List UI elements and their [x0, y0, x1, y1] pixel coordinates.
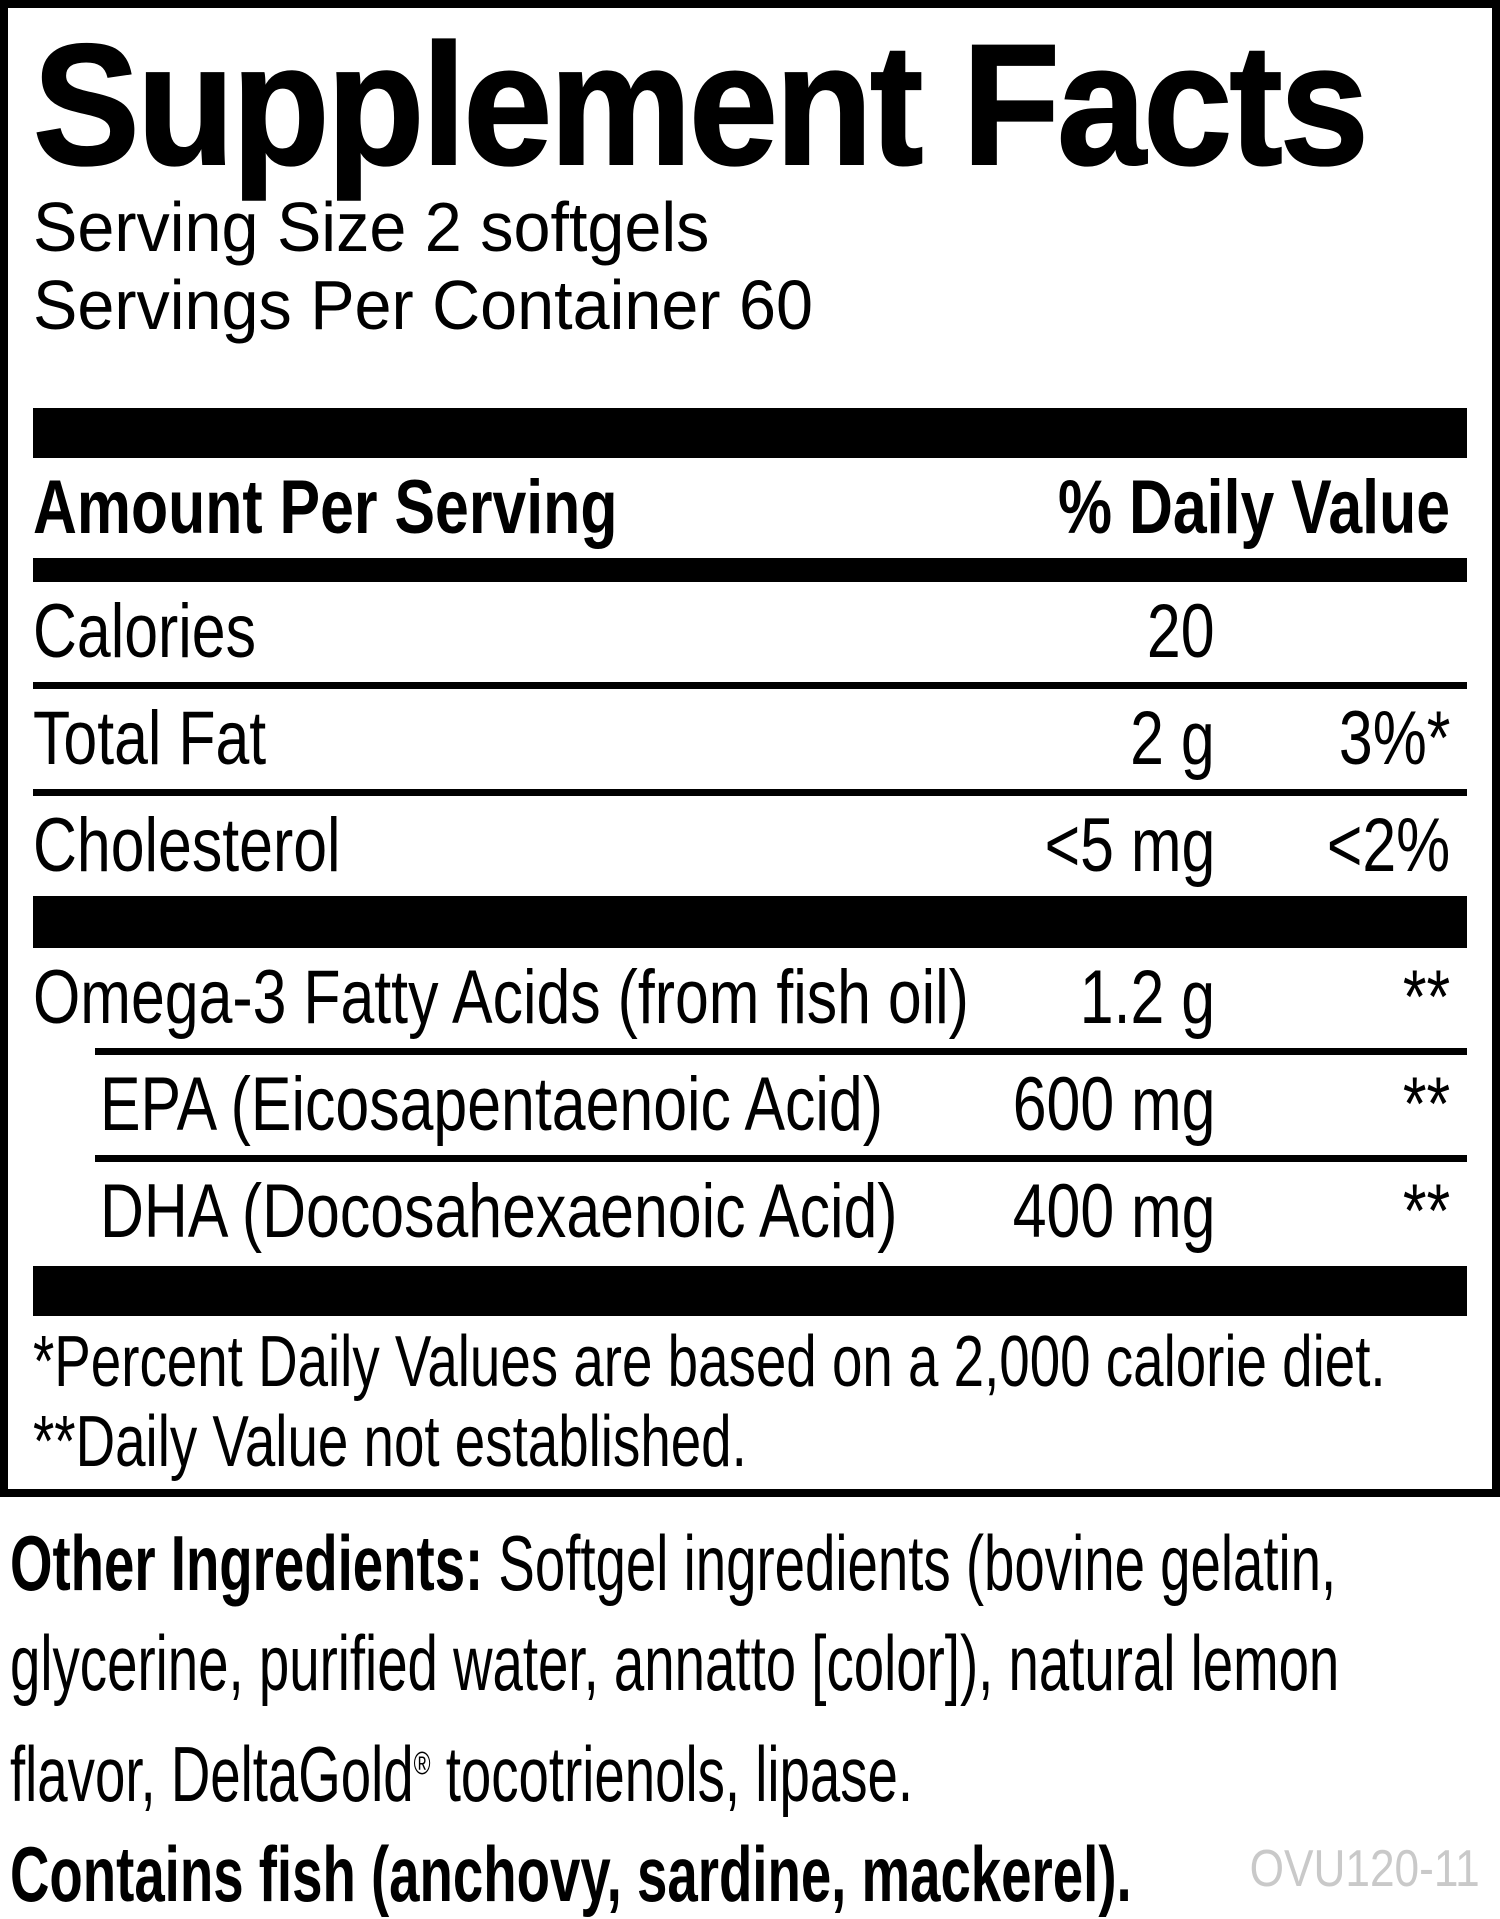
nutrient-daily-value: ** — [1402, 1062, 1450, 1147]
registered-trademark-symbol: ® — [413, 1744, 431, 1781]
row-divider-indented — [95, 1048, 1467, 1055]
supplement-facts-panel: Supplement Facts Serving Size 2 softgels… — [0, 0, 1500, 1497]
nutrient-name: EPA (Eicosapentaenoic Acid) — [100, 1062, 883, 1147]
other-ingredients-line-1: Other Ingredients: Softgel ingredients (… — [10, 1513, 1490, 1613]
row-divider — [33, 789, 1467, 796]
other-ingredients-line-2: glycerine, purified water, annatto [colo… — [10, 1619, 1340, 1707]
daily-value-header: % Daily Value — [1057, 465, 1450, 550]
nutrient-daily-value: ** — [1402, 955, 1450, 1040]
product-code: OVU120-11 — [1249, 1840, 1480, 1898]
nutrient-amount: <5 mg — [1044, 803, 1215, 888]
nutrient-daily-value: 3%* — [1338, 696, 1450, 781]
nutrient-name: Total Fat — [33, 696, 267, 781]
nutrient-name: Omega-3 Fatty Acids (from fish oil) — [33, 955, 969, 1040]
divider-bar-header — [33, 558, 1467, 582]
nutrient-daily-value: <2% — [1326, 803, 1450, 888]
footnote-daily-values: *Percent Daily Values are based on a 2,0… — [33, 1322, 1386, 1402]
nutrient-name: Calories — [33, 589, 257, 674]
serving-size: Serving Size 2 softgels — [33, 188, 710, 266]
other-ingredients-label: Other Ingredients: — [10, 1519, 484, 1607]
table-row-calories: Calories 20 — [33, 582, 1467, 682]
table-header: Amount Per Serving % Daily Value — [33, 458, 1467, 558]
other-ingredients-line-3: flavor, DeltaGold® tocotrienols, lipase. — [10, 1730, 914, 1818]
nutrient-amount: 2 g — [1130, 696, 1215, 781]
divider-bar-top — [33, 408, 1467, 458]
nutrient-daily-value: ** — [1402, 1169, 1450, 1254]
nutrient-amount: 600 mg — [1012, 1062, 1215, 1147]
nutrient-name: DHA (Docosahexaenoic Acid) — [100, 1169, 898, 1254]
footnote-dv-not-established: **Daily Value not established. — [33, 1402, 747, 1482]
contains-statement: Contains fish (anchovy, sardine, mackere… — [10, 1830, 1132, 1918]
nutrient-amount: 1.2 g — [1079, 955, 1215, 1040]
table-row-cholesterol: Cholesterol <5 mg <2% — [33, 796, 1467, 896]
divider-bar-middle — [33, 896, 1467, 948]
other-ingredients-section: Other Ingredients: Softgel ingredients (… — [0, 1513, 1500, 1919]
row-divider — [33, 682, 1467, 689]
table-row-omega3: Omega-3 Fatty Acids (from fish oil) 1.2 … — [33, 948, 1467, 1048]
nutrient-amount: 20 — [1147, 589, 1215, 674]
nutrient-amount: 400 mg — [1012, 1169, 1215, 1254]
servings-per-container: Servings Per Container 60 — [33, 266, 813, 344]
panel-title: Supplement Facts — [32, 9, 1467, 201]
table-row-epa: EPA (Eicosapentaenoic Acid) 600 mg ** — [33, 1055, 1467, 1155]
amount-per-serving-header: Amount Per Serving — [33, 465, 618, 550]
other-ingredients-text: Softgel ingredients (bovine gelatin, — [483, 1519, 1337, 1607]
divider-bar-bottom — [33, 1266, 1467, 1316]
row-divider-indented — [95, 1155, 1467, 1162]
table-row-dha: DHA (Docosahexaenoic Acid) 400 mg ** — [33, 1162, 1467, 1262]
nutrient-name: Cholesterol — [33, 803, 341, 888]
table-row-total-fat: Total Fat 2 g 3%* — [33, 689, 1467, 789]
panel-title-text: Supplement Facts — [32, 9, 1370, 201]
